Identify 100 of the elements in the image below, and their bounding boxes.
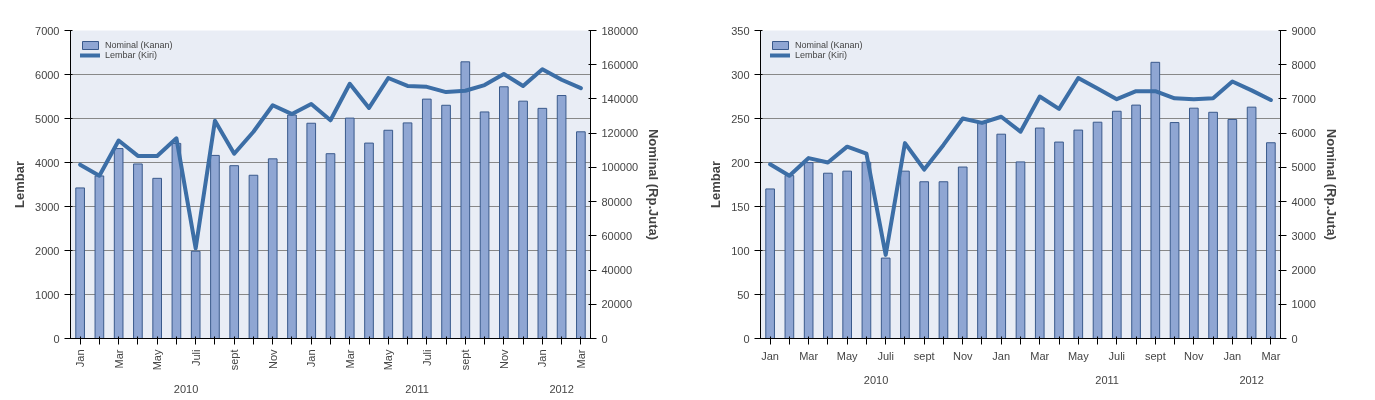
y-tick-label: 4000 — [35, 156, 60, 169]
bar — [75, 187, 85, 339]
y2-tick-label: 3000 — [1291, 229, 1316, 242]
x-tick-label: Mar — [799, 349, 819, 362]
x-tick-label: Juli — [877, 349, 894, 362]
bar — [1015, 161, 1026, 339]
bar — [576, 131, 586, 339]
bar — [880, 257, 891, 339]
bar — [133, 163, 143, 339]
y2-tick-label: 40000 — [601, 264, 633, 277]
bar — [267, 158, 278, 339]
x-tick-label: Jan — [74, 349, 87, 368]
y-axis-title: Lembar — [12, 161, 28, 208]
bar — [861, 161, 872, 339]
legend-label: Lembar (Kiri) — [105, 50, 158, 60]
y-tick-label: 50 — [737, 288, 750, 301]
y2-tick-label: 4000 — [1291, 195, 1316, 208]
y2-tick-label: 7000 — [1291, 92, 1316, 105]
bar — [94, 175, 105, 339]
y-axis-title: Lembar — [708, 161, 724, 208]
bar — [190, 250, 201, 339]
x-tick-label: May — [151, 349, 164, 371]
bar — [248, 174, 259, 339]
line-series — [768, 76, 1273, 257]
x-tick-label: Mar — [574, 349, 587, 369]
text: 2012 — [1239, 373, 1264, 386]
y-tick-label: 200 — [731, 156, 750, 169]
y2-tick-label: 60000 — [601, 229, 633, 242]
bar — [842, 170, 852, 339]
y2-tick-label: 1000 — [1291, 298, 1316, 311]
x-tick-label: Juli — [420, 349, 433, 367]
x-tick-label: Jan — [761, 349, 780, 362]
y2-tick-label: 9000 — [1291, 24, 1316, 37]
y-tick-label: 7000 — [35, 24, 60, 37]
y2-tick-label: 80000 — [601, 195, 633, 208]
y2-tick-label: 100000 — [601, 161, 639, 174]
bar — [152, 177, 162, 339]
bar — [479, 111, 490, 339]
y2-axis-title: Nominal (Rp.Juta) — [646, 128, 662, 241]
bar — [1169, 122, 1180, 339]
y-tick-label: 350 — [731, 24, 750, 37]
y2-tick-label: 8000 — [1291, 58, 1316, 71]
bar — [229, 165, 240, 339]
bar — [1266, 142, 1276, 339]
bar — [171, 142, 182, 339]
y-tick-label: 6000 — [35, 68, 60, 81]
bar — [1208, 111, 1218, 339]
bar — [938, 181, 949, 339]
x-tick-label: sept — [1144, 349, 1166, 362]
x-tick-label: sept — [228, 349, 241, 371]
legend-label: Nominal (Kanan) — [105, 40, 173, 50]
x-tick-label: May — [836, 349, 859, 362]
y-tick-label: 100 — [731, 244, 750, 257]
y2-tick-label: 140000 — [601, 92, 639, 105]
x-tick-label: Mar — [343, 349, 356, 369]
x-tick-label: Juli — [1108, 349, 1126, 362]
bar — [344, 117, 355, 339]
bar — [1189, 107, 1199, 339]
y2-tick-label: 5000 — [1291, 161, 1316, 174]
y2-tick-label: 160000 — [601, 58, 639, 71]
y-tick-label: 150 — [731, 200, 750, 213]
bar — [1246, 106, 1257, 339]
bar — [900, 170, 910, 339]
text: 2010 — [863, 373, 889, 386]
y2-axis-title: Nominal (Rp.Juta) — [1323, 128, 1339, 241]
x-tick-label: Mar — [112, 349, 125, 369]
text: 2011 — [405, 382, 429, 395]
x-tick-label: Nov — [1184, 349, 1205, 362]
bar — [518, 100, 528, 339]
line-series — [78, 67, 583, 251]
bar — [325, 153, 336, 339]
y2-tick-label: 2000 — [1291, 264, 1316, 277]
y-tick-label: 0 — [743, 332, 750, 345]
x-tick-label: Juli — [189, 349, 202, 367]
bar — [957, 166, 968, 339]
text: 2011 — [1095, 373, 1119, 386]
y-tick-label: 5000 — [35, 112, 60, 125]
y-tick-label: 250 — [731, 112, 750, 125]
legend-label: Nominal (Kanan) — [795, 40, 863, 50]
y2-tick-label: 180000 — [601, 24, 639, 37]
x-tick-label: Nov — [952, 349, 973, 362]
bar — [460, 61, 471, 339]
x-tick-label: Jan — [536, 349, 549, 368]
y2-tick-label: 0 — [601, 332, 608, 345]
bar — [803, 162, 814, 339]
bar — [287, 114, 297, 339]
bar — [421, 98, 432, 339]
bar — [1150, 61, 1161, 339]
bar — [383, 129, 394, 339]
x-tick-label: Jan — [992, 349, 1011, 362]
bar — [977, 122, 987, 339]
bar — [556, 95, 567, 339]
x-tick-label: sept — [913, 349, 935, 362]
bar — [784, 175, 795, 339]
bar — [1131, 104, 1141, 339]
bar — [1054, 141, 1064, 339]
x-tick-label: May — [382, 349, 395, 371]
bar — [1227, 118, 1238, 339]
bar — [210, 154, 220, 339]
text: 2012 — [549, 382, 574, 395]
